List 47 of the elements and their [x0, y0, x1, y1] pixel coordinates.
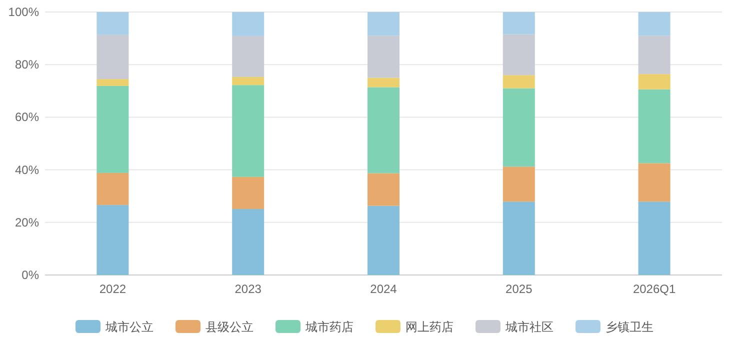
x-tick-label: 2024 [370, 282, 398, 296]
bar [502, 75, 535, 88]
x-tick-label: 2023 [234, 282, 262, 296]
bar [368, 87, 400, 174]
x-tick-label: 2026Q1 [632, 282, 676, 296]
bar [96, 205, 129, 275]
bar [368, 36, 400, 78]
bar [638, 202, 670, 275]
bar [96, 34, 129, 80]
legend-label: 网上药店 [406, 320, 454, 334]
bar [232, 36, 264, 77]
x-tick-label: 2022 [99, 282, 126, 296]
y-tick-label: 40% [14, 162, 40, 177]
bar [368, 206, 400, 275]
legend-label: 乡镇卫生 [606, 320, 654, 334]
bar [96, 86, 129, 173]
bar [232, 176, 264, 209]
bar [96, 12, 129, 35]
bar [232, 85, 264, 177]
bar [502, 166, 535, 202]
y-tick-label: 20% [14, 215, 40, 230]
y-tick-label: 80% [14, 58, 40, 72]
bar [96, 172, 129, 206]
y-tick-label: 60% [14, 110, 40, 124]
y-tick-label: 0% [22, 268, 40, 282]
x-tick-label: 2025 [506, 282, 533, 296]
bar [502, 34, 535, 76]
bar [368, 78, 400, 88]
legend-label: 城市药店 [304, 320, 354, 334]
bar [638, 163, 670, 202]
bar [502, 88, 535, 167]
bar [96, 79, 129, 86]
y-tick-label: 100% [8, 5, 40, 19]
bar [232, 76, 264, 86]
bar [638, 74, 670, 90]
bar [232, 208, 264, 275]
bar [232, 12, 264, 36]
legend-label: 县级公立 [206, 320, 254, 334]
bar [638, 36, 670, 74]
bar [638, 12, 670, 36]
legend-label: 城市社区 [504, 320, 554, 334]
bar [502, 12, 535, 34]
bar [502, 202, 535, 275]
bar [368, 12, 400, 36]
legend-label: 城市公立 [104, 320, 154, 334]
bar [368, 173, 400, 206]
bar [638, 89, 670, 164]
